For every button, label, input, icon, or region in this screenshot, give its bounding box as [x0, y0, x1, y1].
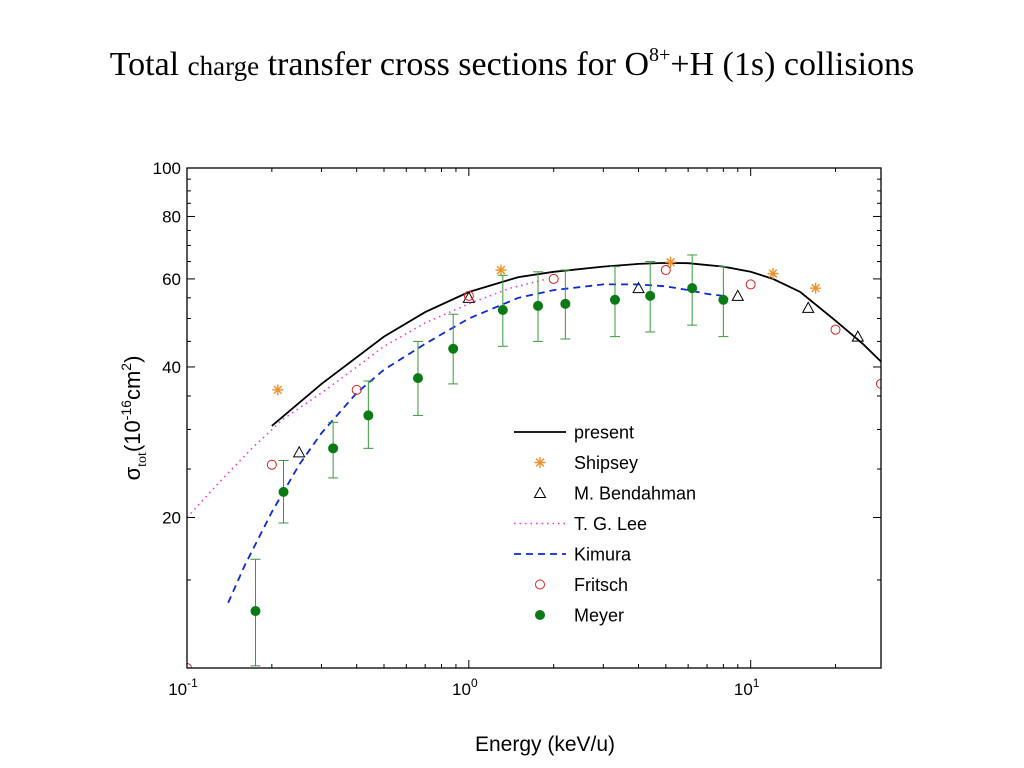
- x-tick-label: 100: [452, 676, 478, 699]
- data-point-meyer: [328, 443, 339, 454]
- data-point-meyer: [718, 294, 729, 305]
- y-tick-label: 100: [153, 159, 181, 178]
- title-charge-superscript: 8+: [649, 44, 671, 66]
- data-point-shipsey: [810, 282, 822, 294]
- y-tick-label: 20: [162, 508, 181, 527]
- data-point-fritsch: [463, 290, 474, 301]
- asterisk-stroke: [768, 269, 778, 278]
- y-axis-label: σtot(10-16cm2): [118, 356, 150, 481]
- data-point-shipsey: [272, 384, 284, 396]
- data-point-fritsch: [876, 378, 881, 389]
- data-point-fritsch: [548, 273, 559, 284]
- data-point-fritsch: [660, 265, 671, 276]
- data-point-m-bendahman: [632, 281, 645, 294]
- series-present: [271, 261, 881, 427]
- series-kimura: [227, 283, 724, 604]
- legend-swatch-marker: [533, 486, 547, 498]
- data-point-meyer: [687, 283, 698, 294]
- slide-title: Total charge transfer cross sections for…: [0, 44, 1024, 84]
- title-part-target: +H (1s) collisions: [670, 46, 915, 83]
- legend: present Shipsey M. Bendahman T. G. Lee Kimur…: [514, 423, 696, 626]
- data-point-fritsch: [745, 279, 756, 290]
- series-line-kimura: [227, 283, 724, 604]
- legend-label: Fritsch: [574, 575, 628, 595]
- series-meyer: [250, 254, 729, 667]
- data-point-meyer: [412, 373, 423, 384]
- data-point-meyer: [645, 290, 656, 301]
- legend-item-kimura: Kimura: [514, 545, 632, 565]
- title-part-charge: charge: [187, 51, 260, 81]
- asterisk-stroke: [666, 257, 676, 267]
- x-tick-label: 10-1: [168, 676, 198, 699]
- legend-item-meyer: Meyer: [535, 606, 624, 626]
- plot-frame: [186, 167, 882, 669]
- ylabel-sub: tot: [135, 452, 150, 467]
- data-point-m-bendahman: [292, 445, 306, 458]
- data-point-meyer: [278, 486, 289, 497]
- data-point-meyer: [363, 410, 374, 421]
- asterisk-stroke: [535, 458, 545, 467]
- series-line-present: [271, 261, 881, 427]
- data-point-fritsch: [830, 324, 841, 335]
- x-axis-label: Energy (keV/u): [475, 733, 615, 756]
- data-point-m-bendahman: [851, 330, 865, 342]
- legend-label: T. G. Lee: [574, 514, 647, 534]
- legend-item-t-g-lee: T. G. Lee: [514, 514, 647, 534]
- y-tick-label: 80: [162, 207, 181, 226]
- legend-label: Kimura: [574, 545, 632, 565]
- series-shipsey: [272, 256, 822, 396]
- plot-area: [187, 254, 881, 668]
- legend-item-shipsey: Shipsey: [534, 453, 638, 473]
- asterisk-stroke: [811, 283, 821, 293]
- title-part-main: transfer cross sections for O: [267, 46, 650, 83]
- data-point-meyer: [560, 298, 571, 309]
- data-point-m-bendahman: [731, 289, 745, 301]
- y-tick-label: 60: [162, 270, 181, 289]
- data-point-meyer: [448, 343, 459, 354]
- data-point-m-bendahman: [462, 291, 476, 303]
- ylabel-exp: -16: [118, 400, 134, 420]
- asterisk-stroke: [496, 265, 506, 275]
- legend-label: Meyer: [574, 606, 624, 626]
- series-fritsch: [187, 265, 881, 668]
- legend-item-m-bendahman: M. Bendahman: [533, 484, 696, 504]
- data-point-shipsey: [767, 268, 779, 280]
- ylabel-sigma: σ: [120, 466, 145, 480]
- legend-label: present: [574, 423, 634, 443]
- legend-swatch-marker: [535, 610, 545, 620]
- legend-label: Shipsey: [574, 453, 638, 473]
- data-point-meyer: [533, 300, 544, 311]
- data-point-fritsch: [351, 384, 362, 395]
- data-point-m-bendahman: [801, 301, 815, 313]
- series-t-g-lee: [187, 278, 548, 519]
- ylabel-open: (10: [120, 420, 145, 452]
- series-line-t-g-lee: [187, 278, 548, 519]
- data-point-shipsey: [495, 264, 507, 276]
- data-point-meyer: [497, 304, 508, 315]
- legend-swatch-marker: [534, 457, 546, 468]
- ylabel-unit: cm: [120, 371, 145, 400]
- data-point-fritsch: [266, 459, 277, 470]
- data-point-shipsey: [665, 256, 677, 268]
- legend-item-present: present: [514, 423, 634, 443]
- y-tick-label: 40: [162, 358, 181, 377]
- axis-ticks: [186, 167, 881, 669]
- legend-item-fritsch: Fritsch: [535, 575, 628, 595]
- title-part-total: Total: [109, 46, 180, 83]
- legend-label: M. Bendahman: [574, 484, 696, 504]
- data-point-meyer: [609, 294, 620, 305]
- series-m-bendahman: [292, 281, 865, 458]
- tick-labels: 20 40 60 80 100 10-1 100 101: [153, 159, 760, 699]
- legend-swatch-marker: [535, 579, 545, 590]
- ylabel-unit-exp: 2: [118, 363, 134, 371]
- data-point-meyer: [250, 606, 261, 617]
- x-tick-label: 101: [734, 676, 760, 699]
- asterisk-stroke: [273, 385, 283, 395]
- ylabel-close: ): [120, 356, 145, 363]
